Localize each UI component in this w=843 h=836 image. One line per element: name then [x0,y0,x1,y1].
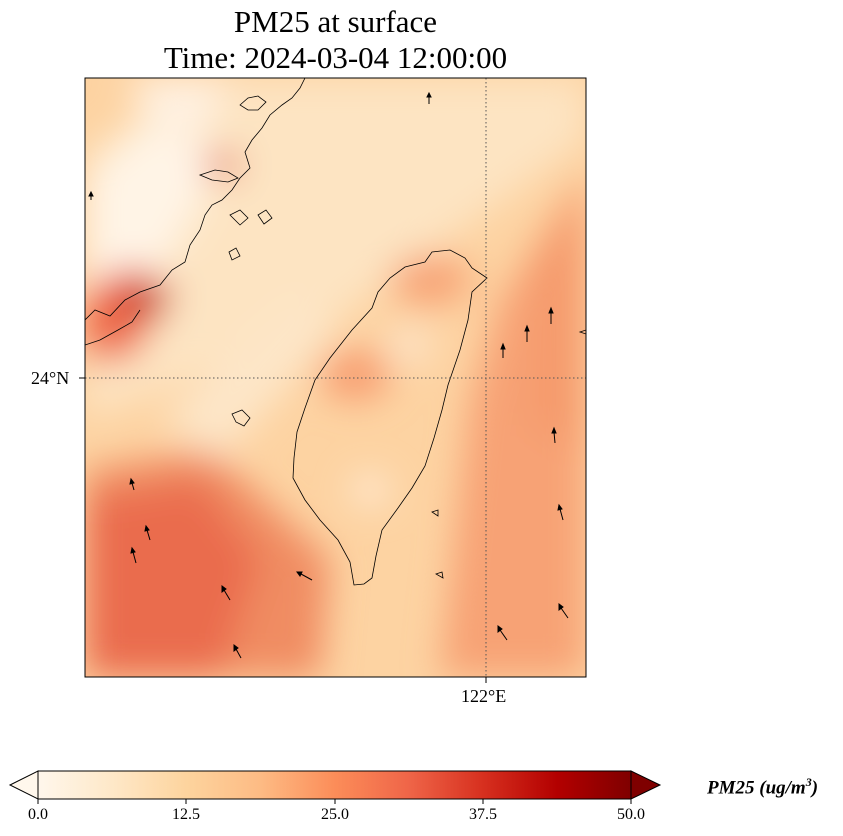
colorbar-tick-label: 0.0 [28,806,48,823]
colorbar-extend-min [8,770,39,800]
colorbar-ticks [37,799,632,804]
colorbar-tick-label: 50.0 [617,806,645,823]
wind-vectors [88,91,569,659]
latitude-tick-label: 24°N [31,368,70,388]
gridlines [85,78,586,677]
longitude-tick-label: 122°E [461,686,507,706]
pm25-field [85,78,586,677]
colorbar-extend-max [630,770,662,800]
map-title-line2: Time: 2024-03-04 12:00:00 [163,40,508,75]
coastline [85,78,586,586]
colorbar-title: PM25 (ug/m3) [707,775,819,799]
colorbar-tick-label: 12.5 [172,806,200,823]
colorbar-gradient [38,771,631,799]
colorbar-tick-label: 25.0 [321,806,349,823]
map-title-line1: PM25 at surface [233,4,438,39]
colorbar-tick-label: 37.5 [469,806,497,823]
map-figure [79,77,587,683]
